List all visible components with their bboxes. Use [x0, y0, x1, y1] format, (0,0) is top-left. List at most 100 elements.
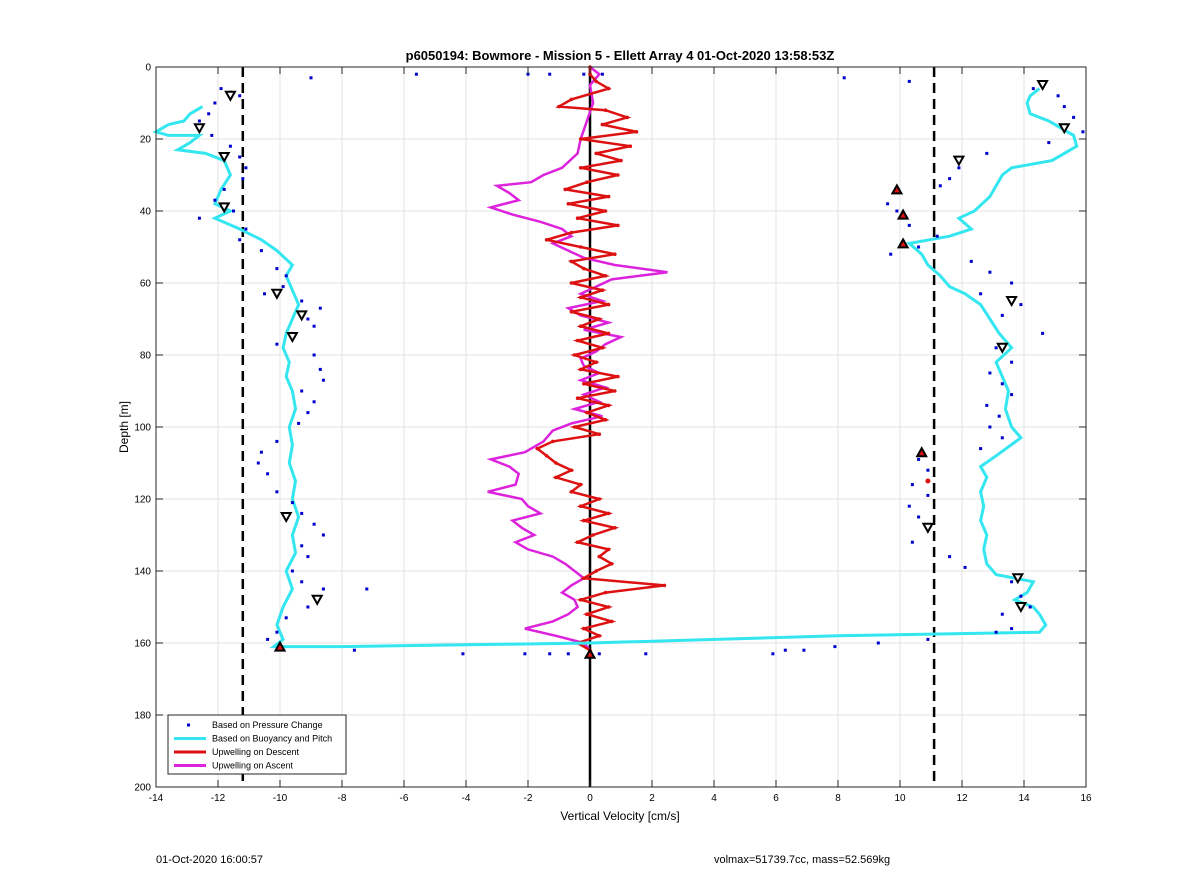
descent-point	[597, 317, 602, 321]
descent-point	[603, 274, 608, 278]
pressure-point	[988, 371, 992, 375]
pressure-point	[917, 457, 921, 461]
y-tick-label: 20	[140, 135, 152, 146]
x-tick-label: 6	[773, 793, 779, 804]
x-tick-label: -10	[273, 793, 288, 804]
legend-swatch	[187, 723, 190, 727]
descent-point	[616, 374, 620, 379]
pressure-point	[582, 72, 586, 76]
pressure-point	[290, 569, 294, 573]
pressure-point	[948, 555, 952, 559]
descent-point	[613, 526, 617, 530]
legend: Based on Pressure Change Based on Buoyanc…	[167, 714, 347, 775]
descent-point	[566, 202, 571, 206]
descent-point	[569, 97, 574, 102]
pressure-point	[318, 306, 322, 310]
descent-point	[569, 468, 574, 473]
descent-point	[582, 518, 586, 523]
descent-point	[578, 482, 583, 487]
pressure-point	[210, 133, 214, 137]
turn-marker-open	[310, 594, 324, 606]
pressure-point	[266, 472, 270, 476]
pressure-point	[207, 112, 211, 116]
turn-marker-filled	[273, 640, 287, 652]
footer-params: volmax=51739.7cc, mass=52.569kg	[714, 854, 891, 866]
descent-point	[572, 425, 577, 429]
descent-point	[575, 338, 580, 343]
descent-point	[563, 187, 567, 192]
pressure-point	[910, 540, 914, 544]
pressure-point	[935, 234, 939, 238]
pressure-point	[241, 177, 245, 181]
x-tick-label: -4	[462, 793, 471, 804]
descent-point	[551, 439, 555, 444]
descent-point	[569, 230, 574, 235]
descent-point	[582, 266, 586, 271]
turn-marker-open	[270, 288, 284, 300]
descent-point	[585, 180, 589, 184]
pressure-point	[1019, 303, 1023, 307]
series-line-ascent	[486, 66, 668, 652]
descent-point	[582, 382, 586, 386]
chart-title: p6050194: Bowmore - Mission 5 - Ellett A…	[406, 48, 835, 63]
x-tick-label: 2	[649, 793, 655, 804]
descent-point	[619, 158, 623, 163]
descent-point	[585, 612, 589, 616]
pressure-point	[306, 317, 310, 321]
descent-point	[613, 389, 617, 393]
turn-marker-filled	[915, 446, 928, 458]
turn-marker-open	[193, 123, 206, 135]
x-tick-label: -14	[149, 793, 164, 804]
pressure-point	[994, 630, 998, 634]
turn-marker-open	[921, 522, 935, 534]
pressure-point	[318, 367, 322, 371]
x-tick-label: 8	[835, 793, 841, 804]
turn-marker-filled	[890, 183, 904, 195]
y-tick-label: 40	[140, 207, 152, 218]
pressure-point	[1000, 612, 1004, 616]
pressure-point	[1000, 313, 1004, 317]
descent-point	[569, 259, 574, 264]
legend-label: Based on Buoyancy and Pitch	[212, 734, 332, 744]
pressure-point	[306, 555, 310, 559]
pressure-point	[979, 447, 983, 451]
descent-point	[603, 108, 608, 112]
descent-point	[606, 302, 611, 307]
x-tick-label: 14	[1018, 793, 1030, 804]
descent-point	[575, 216, 580, 220]
pressure-point	[275, 342, 279, 346]
x-tick-label: 0	[587, 793, 593, 804]
y-tick-label: 0	[145, 63, 151, 74]
descent-point	[594, 569, 598, 573]
pressure-point	[352, 648, 356, 652]
pressure-point	[926, 637, 930, 641]
turn-marker-open	[279, 512, 293, 524]
turn-marker-open	[295, 310, 308, 322]
descent-point	[585, 410, 589, 415]
descent-point	[569, 490, 574, 494]
pressure-point	[244, 166, 248, 170]
turn-marker-open	[217, 152, 231, 164]
pressure-point	[266, 637, 270, 641]
descent-point	[572, 353, 577, 357]
pressure-point	[297, 421, 301, 425]
descent-point	[588, 72, 592, 76]
pressure-point	[256, 461, 260, 465]
pressure-point	[213, 101, 217, 105]
pressure-point	[232, 209, 235, 213]
pressure-point	[833, 645, 837, 649]
pressure-point	[988, 425, 992, 429]
descent-point	[578, 598, 583, 602]
pressure-point	[1019, 594, 1023, 598]
descent-point	[606, 331, 611, 336]
descent-point	[597, 634, 602, 638]
pressure-point	[414, 72, 418, 76]
x-tick-label: -2	[524, 793, 533, 804]
y-tick-label: 120	[134, 495, 151, 506]
descent-extra-point	[925, 478, 931, 484]
pressure-point	[917, 515, 921, 519]
y-tick-label: 140	[134, 567, 151, 578]
descent-point	[613, 252, 617, 256]
pressure-point	[917, 245, 921, 249]
pressure-point	[1010, 627, 1014, 631]
